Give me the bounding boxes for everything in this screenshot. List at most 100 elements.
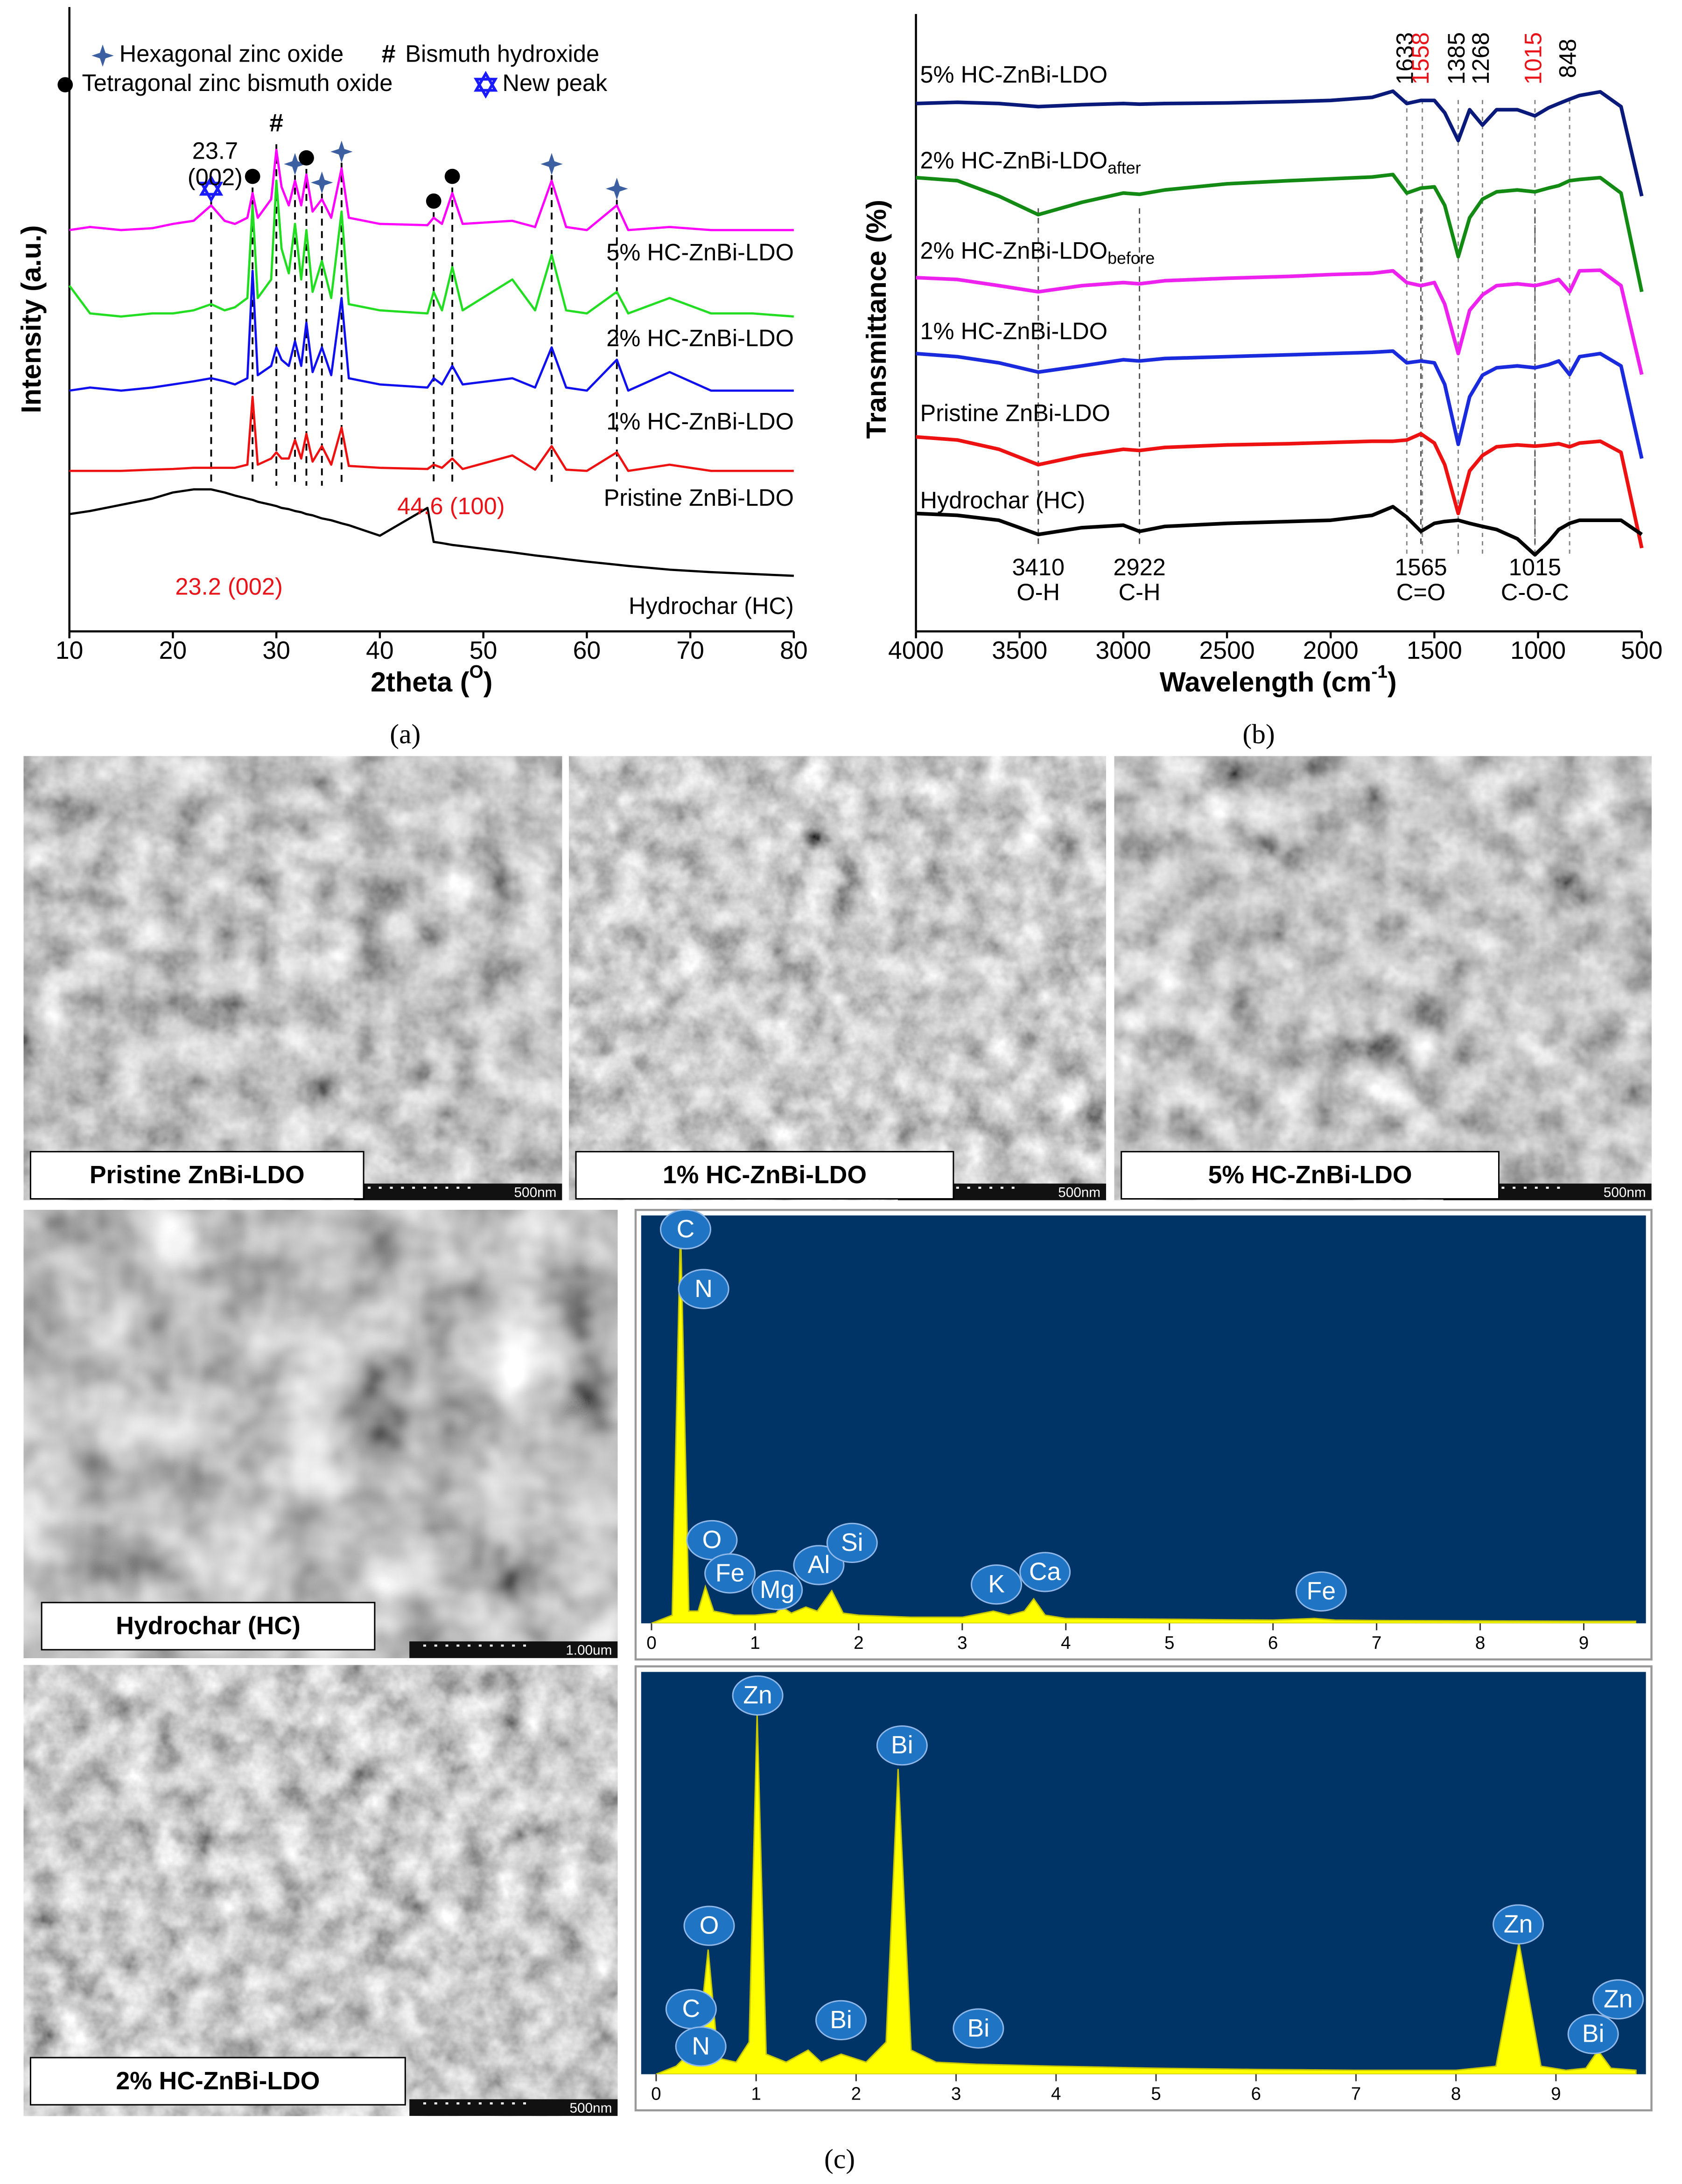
element-bubble: [826, 1522, 878, 1563]
scale-text: 1.00um: [566, 1643, 612, 1658]
group-label: O-H: [1016, 579, 1060, 605]
legend-label: Bismuth hydroxide: [405, 41, 599, 67]
x-tick-label: 3000: [1095, 637, 1151, 664]
element-bubble: [732, 1675, 784, 1716]
annotation: 23.2 (002): [175, 573, 282, 600]
element-label: Si: [841, 1529, 863, 1556]
x-tick-label: 2000: [1303, 637, 1359, 664]
element-label: Al: [808, 1551, 830, 1579]
x-axis-title-text: Wavelength (cm: [1160, 666, 1372, 698]
x-tick-label: 9: [1551, 2084, 1561, 2104]
series-name: 1% HC-ZnBi-LDO: [920, 318, 1107, 344]
xrd-line: [68, 179, 794, 318]
x-tick-label: 1500: [1407, 637, 1462, 664]
x-tick-label: 2500: [1199, 637, 1255, 664]
scale-strip: [354, 1183, 562, 1200]
x-tick-label: 1: [750, 1633, 760, 1653]
element-bubble: [793, 1545, 845, 1585]
peak-label: 3410: [1012, 554, 1065, 580]
spectrum: [656, 1713, 1637, 2075]
element-bubble: [704, 1553, 756, 1594]
element-label: Zn: [1504, 1911, 1533, 1938]
element-label: Bi: [891, 1731, 913, 1759]
x-axis-title: 2theta (O): [371, 662, 492, 698]
caption: (a): [390, 719, 420, 749]
x-tick-label: 5: [1164, 1633, 1175, 1653]
caption: (b): [1242, 719, 1275, 749]
xrd-line: [69, 148, 794, 231]
peak-label: 848: [1554, 39, 1581, 78]
hash-marker: #: [269, 110, 283, 137]
peak-label: 1565: [1395, 554, 1447, 580]
element-bubble: [815, 2000, 867, 2040]
series-label: Hydrochar (HC): [920, 487, 1085, 514]
y-axis-title: Intensity (a.u.): [15, 225, 47, 413]
x-tick-label: 2: [854, 1633, 864, 1653]
hex-marker: [540, 153, 563, 175]
sem-image: [23, 756, 562, 1200]
series-name: 5% HC-ZnBi-LDO: [920, 61, 1107, 88]
xrd-line: [69, 396, 794, 472]
x-axis-title-sup: O: [470, 662, 484, 682]
peak-label: 1268: [1467, 32, 1494, 84]
x-tick-label: 0: [646, 1633, 657, 1653]
sem-label: 2% HC-ZnBi-LDO: [116, 2067, 320, 2095]
series-name: Pristine ZnBi-LDO: [920, 400, 1110, 426]
x-tick-label: 9: [1579, 1633, 1589, 1653]
ftir-line: [916, 268, 1644, 375]
sem-label: Hydrochar (HC): [116, 1612, 300, 1640]
tet-marker: [444, 168, 460, 184]
element-bubble: [1567, 2014, 1619, 2054]
sem-label: 5% HC-ZnBi-LDO: [1208, 1161, 1412, 1189]
label-box: [29, 2057, 406, 2106]
series-label: 2% HC-ZnBi-LDOafter: [920, 147, 1141, 178]
peak-label: 1015: [1509, 554, 1561, 580]
series-label: Pristine ZnBi-LDO: [604, 484, 794, 511]
sem-image: [23, 1665, 618, 2116]
spectrum: [651, 1223, 1636, 1624]
series-label: 1% HC-ZnBi-LDO: [920, 318, 1107, 344]
element-label: Bi: [1582, 2020, 1605, 2048]
new-marker: [474, 70, 498, 99]
element-bubble: [678, 1269, 729, 1309]
x-tick-label: 1000: [1510, 637, 1566, 664]
x-tick-label: 6: [1268, 1633, 1278, 1653]
x-tick-label: 1: [751, 2084, 761, 2104]
scale-text: 500nm: [514, 1185, 557, 1200]
element-label: Ca: [1029, 1558, 1061, 1585]
series-label: Hydrochar (HC): [629, 593, 794, 619]
element-bubble: [1019, 1552, 1071, 1592]
label-box: [29, 1151, 364, 1200]
x-axis-title-text: 2theta (: [371, 666, 470, 698]
element-label: C: [682, 1995, 701, 2023]
peak-label: 1015: [1520, 32, 1546, 84]
x-axis-title-end: ): [484, 666, 493, 698]
peak-label: 1558: [1407, 32, 1434, 84]
series-label: 5% HC-ZnBi-LDO: [606, 239, 794, 265]
peak-label: 2922: [1113, 554, 1165, 580]
element-label: Fe: [1307, 1577, 1336, 1605]
element-label: Bi: [830, 2006, 852, 2034]
x-tick-label: 8: [1451, 2084, 1461, 2104]
element-label: N: [692, 2032, 710, 2060]
plot-background: [641, 1672, 1646, 2074]
series-subscript: after: [1107, 159, 1141, 177]
hex-marker: [284, 153, 306, 175]
caption: (c): [824, 2143, 855, 2174]
axis-strip: [641, 2074, 1646, 2105]
x-tick-label: 20: [159, 637, 187, 664]
label-box: [41, 1602, 376, 1651]
scale-text: 500nm: [1058, 1185, 1100, 1200]
x-tick-label: 500: [1621, 637, 1662, 664]
tet-marker: [299, 150, 314, 166]
x-axis-title-end: ): [1388, 666, 1397, 698]
scale-strip: [409, 2099, 618, 2116]
label-box: [1121, 1151, 1500, 1200]
series-label: 5% HC-ZnBi-LDO: [920, 61, 1107, 88]
peak-label: 1633: [1392, 32, 1418, 84]
series-name: Hydrochar (HC): [920, 487, 1085, 514]
legend-label: Tetragonal zinc bismuth oxide: [82, 70, 392, 96]
element-label: O: [702, 1526, 722, 1554]
ftir-line: [916, 349, 1644, 459]
